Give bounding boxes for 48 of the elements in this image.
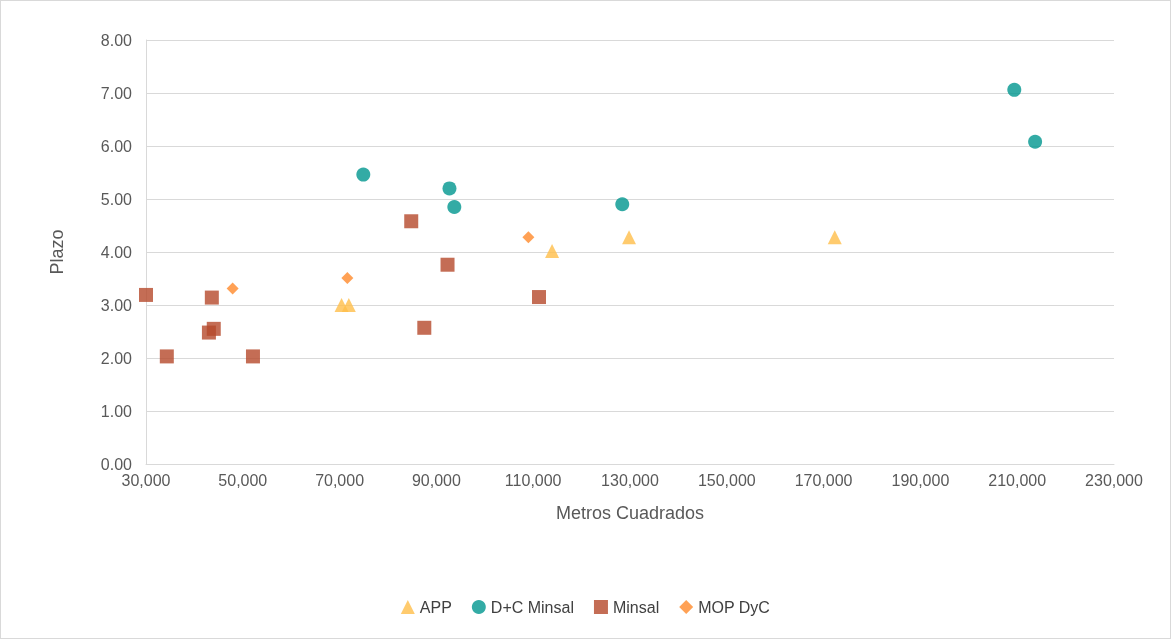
x-tick-label: 230,000 [1085, 471, 1144, 489]
x-tick-label: 150,000 [697, 471, 756, 489]
point [226, 282, 239, 295]
y-tick-label: 3.00 [100, 296, 133, 314]
x-tick-label: 210,000 [988, 471, 1047, 489]
y-tick-label: 7.00 [100, 84, 133, 102]
legend-label: Minsal [612, 598, 660, 616]
y-tick-label: 4.00 [100, 243, 133, 261]
y-tick-label: 1.00 [100, 402, 133, 420]
point [522, 231, 535, 244]
point [159, 349, 174, 364]
y-tick-label: 5.00 [100, 190, 133, 208]
point [447, 199, 462, 214]
legend-label: MOP DyC [698, 598, 770, 616]
point [440, 257, 455, 272]
point [341, 298, 356, 312]
y-tick-label: 2.00 [100, 349, 133, 367]
legend-label: D+C Minsal [490, 598, 574, 616]
point [1028, 134, 1043, 149]
point [615, 197, 630, 212]
y-tick-label: 8.00 [100, 31, 133, 49]
x-tick-label: 30,000 [121, 471, 171, 489]
x-tick-label: 190,000 [891, 471, 950, 489]
point [417, 320, 432, 335]
point [1007, 82, 1022, 97]
point [204, 290, 219, 305]
point [404, 214, 419, 229]
y-tick-label: 0.00 [100, 455, 133, 473]
point [622, 230, 637, 245]
point [139, 287, 153, 302]
x-tick-label: 170,000 [794, 471, 853, 489]
x-tick-label: 90,000 [411, 471, 461, 489]
x-tick-label: 50,000 [218, 471, 268, 489]
x-tick-label: 130,000 [601, 471, 660, 489]
point [356, 167, 371, 182]
x-tick-label: 110,000 [504, 471, 562, 489]
point [245, 349, 260, 364]
point [442, 181, 457, 196]
point [341, 271, 354, 284]
x-tick-label: 70,000 [315, 471, 365, 489]
y-axis-title: Plazo [47, 229, 67, 275]
point [545, 243, 560, 258]
x-axis-title: Metros Cuadrados [555, 503, 705, 523]
y-tick-label: 6.00 [100, 137, 133, 155]
point [827, 230, 842, 245]
point [532, 290, 547, 305]
legend-label: APP [419, 598, 452, 616]
point [206, 321, 221, 336]
